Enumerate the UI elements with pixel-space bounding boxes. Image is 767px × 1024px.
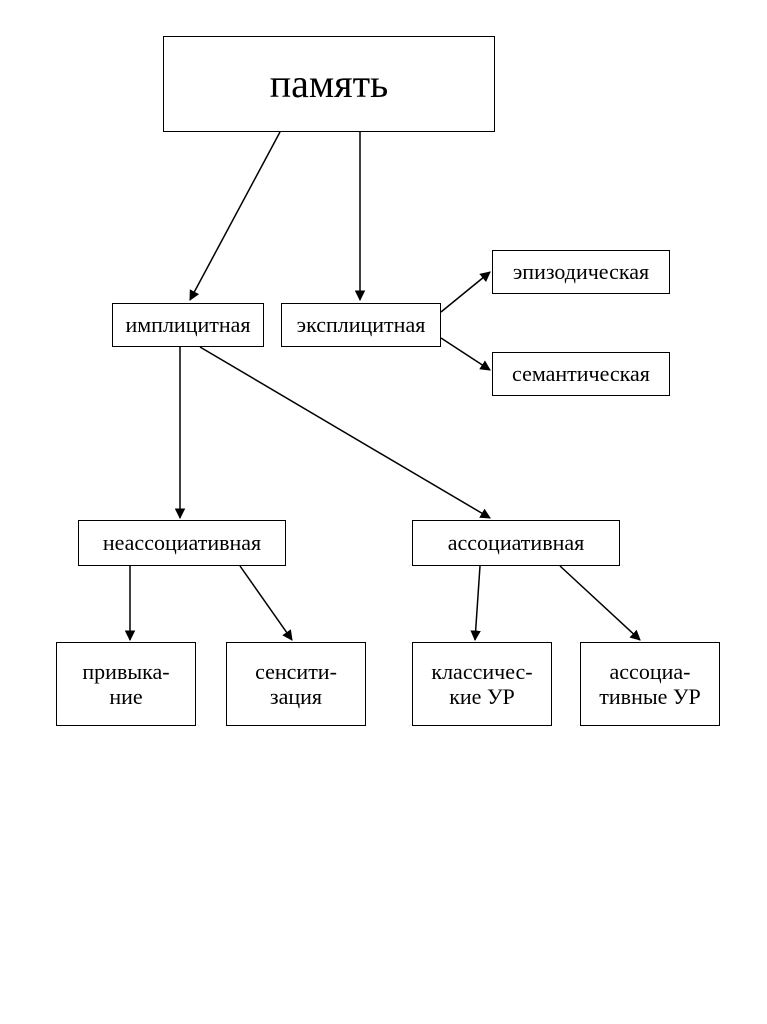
node-label: привыка- ние [82,659,169,710]
node-explicit: эксплицитная [281,303,441,347]
edge [441,338,490,370]
node-label: неассоциативная [103,530,261,555]
node-assoc: ассоциативная [412,520,620,566]
node-nonassoc: неассоциативная [78,520,286,566]
node-root: память [163,36,495,132]
node-label: ассоциа- тивные УР [599,659,700,710]
node-label: имплицитная [125,312,250,337]
node-label: ассоциативная [448,530,584,555]
node-classical: классичес- кие УР [412,642,552,726]
edge [200,347,490,518]
node-label: память [270,61,389,107]
node-label: сенсити- зация [255,659,337,710]
edge [475,566,480,640]
diagram-canvas: память имплицитная эксплицитная эпизодич… [0,0,767,1024]
node-sensit: сенсити- зация [226,642,366,726]
edges-layer [0,0,767,1024]
edge [240,566,292,640]
node-semantic: семантическая [492,352,670,396]
node-assocUR: ассоциа- тивные УР [580,642,720,726]
edge [190,132,280,300]
node-episodic: эпизодическая [492,250,670,294]
node-habituation: привыка- ние [56,642,196,726]
node-label: эксплицитная [297,312,426,337]
node-label: семантическая [512,361,650,386]
node-label: эпизодическая [513,259,649,284]
edge [441,272,490,312]
node-label: классичес- кие УР [431,659,532,710]
edge [560,566,640,640]
node-implicit: имплицитная [112,303,264,347]
